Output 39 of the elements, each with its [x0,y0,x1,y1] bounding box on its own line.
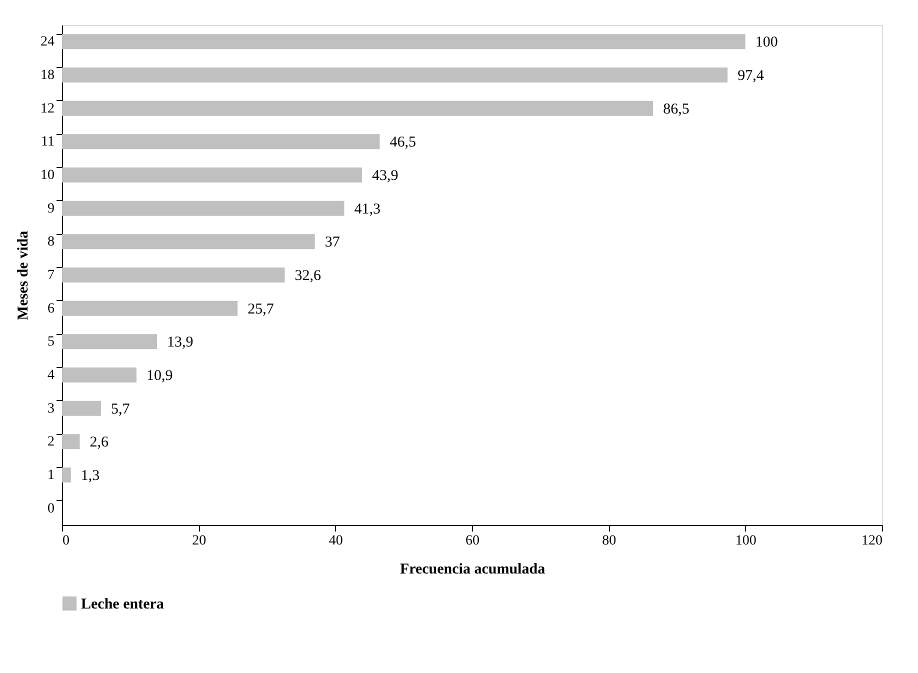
y-tick-label: 8 [48,234,54,250]
x-axis-title: Frecuencia acumulada [400,562,546,578]
data-label: 2,6 [90,434,110,451]
y-axis-title: Meses de vida [16,230,32,320]
data-label: 97,4 [738,68,764,84]
data-label: 46,5 [390,134,416,151]
y-tick-label: 4 [48,368,54,383]
x-tick-label: 20 [192,534,206,548]
x-tick-label: 120 [862,534,882,548]
data-label: 37 [324,234,340,251]
data-label: 41,3 [354,201,380,218]
data-label: 10,9 [146,368,173,384]
y-tick-label: 0 [48,501,54,516]
legend-label: Leche entera [81,596,164,612]
y-tick-label: 10 [40,168,54,183]
y-tick-label: 3 [48,401,54,416]
data-label: 43,9 [372,168,398,184]
data-label: 32,6 [294,268,322,284]
data-label: 5,7 [110,401,130,418]
y-tick-label: 2 [48,434,54,450]
data-label: 100 [755,34,778,51]
data-label: 13,9 [166,334,194,351]
x-tick-label: 0 [62,534,70,548]
data-label: 25,7 [248,301,274,318]
x-tick-label: 80 [602,534,616,548]
y-tick-label: 18 [40,68,54,83]
y-tick-label: 6 [48,301,54,316]
y-tick-label: 5 [48,334,54,350]
y-tick-label: 1 [48,468,54,483]
y-tick-label: 11 [41,134,54,150]
data-label: 86,5 [663,101,690,118]
y-tick-label: 12 [40,101,54,116]
data-label: 1,3 [80,468,100,484]
y-tick-label: 24 [40,34,54,50]
x-tick-label: 40 [328,534,343,548]
y-tick-label: 9 [48,201,54,216]
y-tick-label: 7 [48,268,54,283]
x-tick-label: 100 [735,534,756,548]
x-tick-label: 60 [466,534,480,548]
